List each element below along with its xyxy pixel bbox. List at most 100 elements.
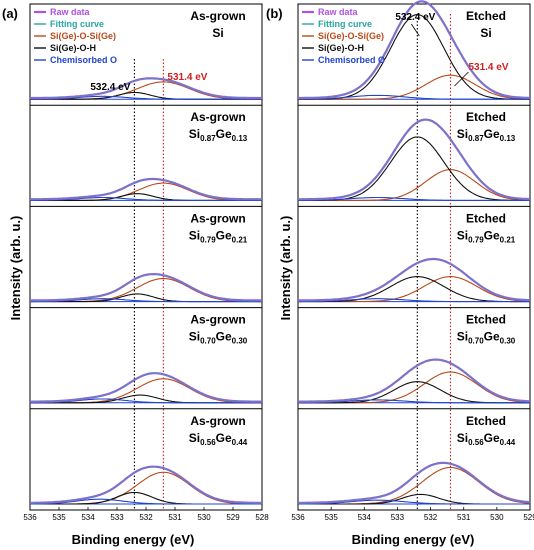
sample-label-line1: Etched [466,9,506,23]
component-curve-2 [30,298,262,303]
composition-element-ge: Ge [216,330,232,344]
component-curve-2 [297,94,530,100]
component-curve-0 [30,277,262,303]
fitting-curve [30,273,262,301]
component-curve-0 [30,378,262,404]
x-tick-label: 536 [291,513,305,522]
legend-entry-1: Fitting curve [50,19,104,29]
x-tick-label: 533 [110,513,124,522]
component-curve-2 [30,498,262,505]
sample-label-composition: Si0.79Ge0.21 [189,228,248,244]
composition-element-ge: Ge [484,127,500,141]
raw-data-curve [298,358,531,403]
fitting-curve [30,178,262,200]
composition-sub-ge: 0.44 [500,438,516,447]
legend-entry-4: Chemisorbed O [318,55,385,65]
component-curve-1 [298,381,530,404]
fitting-curve [30,372,262,402]
x-tick-label: 530 [490,513,504,522]
x-tick-label: 533 [391,513,405,522]
legend-entry-0: Raw data [50,7,91,17]
sample-label-line1: Etched [466,313,506,327]
sample-label-composition: Si0.56Ge0.44 [457,431,516,447]
composition-element-si: Si [457,127,468,141]
sample-label-line1: As-grown [190,110,245,124]
composition-sub-si: 0.56 [200,438,216,447]
composition-element-si: Si [189,330,200,344]
fitting-curve [298,462,531,504]
x-tick-label: 534 [81,513,95,522]
composition-element-ge: Ge [484,228,500,242]
composition-sub-ge: 0.30 [500,337,516,346]
peak-label-0: 532.4 eV [90,82,130,93]
sample-label-composition: Si0.56Ge0.44 [189,431,248,447]
raw-data-curve [30,177,262,201]
sample-label-composition: Si0.87Ge0.13 [189,127,248,143]
composition-sub-ge: 0.13 [500,134,516,143]
sample-label-line1: As-grown [190,211,245,225]
composition-element-si: Si [457,330,468,344]
composition-sub-si: 0.87 [200,134,216,143]
composition-element-si: Si [189,228,200,242]
composition-sub-ge: 0.30 [232,337,248,346]
x-tick-label: 531 [168,513,182,522]
legend-entry-0: Raw data [318,7,359,17]
x-tick-label: 535 [324,513,338,522]
component-curve-0 [30,471,262,505]
composition-sub-si: 0.79 [200,235,216,244]
raw-data-curve [298,461,531,504]
peak-label-1: 531.4 eV [167,72,207,83]
peak-pointer-0 [410,23,420,37]
composition-element-si: Si [457,431,468,445]
composition-element-si: Si [457,228,468,242]
legend-entry-4: Chemisorbed O [50,55,117,65]
sample-label-line1: Etched [466,110,506,124]
peak-label-0: 532.4 eV [395,12,435,23]
fitting-curve [298,359,531,402]
component-curve-0 [298,276,530,303]
raw-data-curve [30,372,262,403]
sample-label-composition: Si0.87Ge0.13 [457,127,516,143]
component-curve-1 [298,276,530,303]
sample-label-line1: As-grown [190,414,245,428]
sample-label-line1: Etched [466,414,506,428]
component-curve-0 [298,169,530,201]
composition-sub-ge: 0.13 [232,134,248,143]
component-curve-2 [298,196,530,201]
legend-entry-2: Si(Ge)-O-Si(Ge) [50,31,116,41]
composition-element-ge: Ge [216,127,232,141]
sample-label-composition: Si0.70Ge0.30 [189,330,248,346]
panel-a-ylabel: Intensity (arb. u.) [8,216,23,321]
panel-b-xlabel: Binding energy (eV) [352,532,475,547]
component-curve-0 [298,466,531,505]
x-tick-label: 530 [197,513,211,522]
raw-data-curve [30,465,262,504]
fitting-curve [298,0,530,99]
fitting-curve [30,466,262,504]
panel-a-label: (a) [2,6,18,21]
sample-label-composition: Si [212,26,223,40]
x-tick-label: 536 [23,513,37,522]
composition-element-si: Si [189,431,200,445]
fitting-curve [298,119,531,200]
component-curve-2 [30,398,262,404]
raw-data-curve [30,77,262,100]
sample-label-composition: Si0.79Ge0.21 [457,228,516,244]
composition-element-ge: Ge [216,431,232,445]
sample-label-line1: As-grown [190,313,245,327]
panel-a: As-grownSiAs-grownSi0.87Ge0.13As-grownSi… [23,3,269,522]
composition-element-ge: Ge [484,431,500,445]
x-tick-label: 532 [424,513,438,522]
composition-sub-si: 0.87 [468,134,484,143]
x-tick-label: 531 [457,513,471,522]
component-curve-2 [297,499,530,505]
composition-element-ge: Ge [484,330,500,344]
legend-entry-3: Si(Ge)-O-H [50,43,96,53]
raw-data-curve [30,273,262,302]
sample-label-line1: As-grown [190,9,245,23]
x-tick-label: 529 [226,513,240,522]
composition-sub-ge: 0.21 [232,235,248,244]
legend-entry-3: Si(Ge)-O-H [318,43,364,53]
component-curve-2 [30,95,262,100]
